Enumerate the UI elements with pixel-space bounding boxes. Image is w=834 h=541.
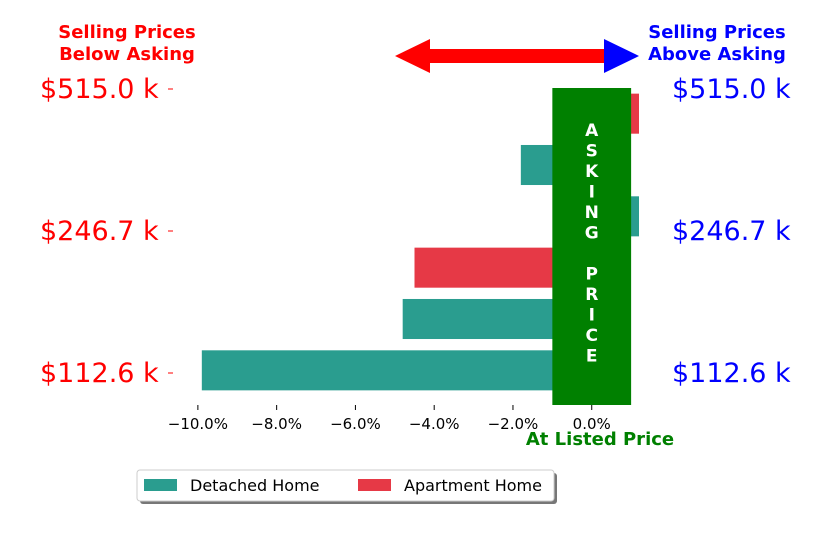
arrow-left-shaft <box>428 49 608 63</box>
asking-band-letter: S <box>586 142 598 162</box>
price-label-left: $112.6 k <box>40 358 159 389</box>
x-tick-label: −6.0% <box>330 415 381 433</box>
price-label-left: $515.0 k <box>40 74 159 105</box>
asking-band-letter: E <box>586 347 598 367</box>
asking-band-letter: P <box>586 265 598 285</box>
price-label-right: $246.7 k <box>672 216 791 247</box>
left-title-line1: Selling Prices <box>58 22 195 43</box>
asking-band-letter: K <box>585 162 599 182</box>
right-title-line2: Above Asking <box>648 44 786 65</box>
asking-band-letter: C <box>585 326 597 346</box>
asking-band-letter: R <box>585 285 598 305</box>
direction-arrow <box>395 39 639 73</box>
asking-band-letter: N <box>585 203 599 223</box>
x-tick-label: −2.0% <box>488 415 539 433</box>
asking-band-letter: I <box>589 183 595 203</box>
arrow-left-head <box>395 39 430 73</box>
x-tick-label: −4.0% <box>409 415 460 433</box>
legend-swatch-detached <box>144 479 177 491</box>
right-title-line1: Selling Prices <box>648 22 785 43</box>
arrow-right-head <box>604 39 639 73</box>
legend-label-detached: Detached Home <box>190 476 320 495</box>
x-tick-label: −10.0% <box>168 415 228 433</box>
asking-band-letter: I <box>589 306 595 326</box>
x-tick-label: 0.0% <box>573 415 611 433</box>
legend-swatch-apartment <box>358 479 391 491</box>
price-labels: $112.6 k $112.6 k $246.7 k $246.7 k $515.0 k… <box>40 74 791 389</box>
legend: Detached Home Apartment Home <box>136 469 557 504</box>
asking-band-rect <box>552 88 632 405</box>
legend-label-apartment: Apartment Home <box>404 476 542 495</box>
x-tick-label: −8.0% <box>251 415 302 433</box>
price-label-right: $515.0 k <box>672 74 791 105</box>
left-title-line2: Below Asking <box>59 44 195 65</box>
price-label-left: $246.7 k <box>40 216 159 247</box>
legend-box <box>136 469 555 502</box>
bar-detached-0 <box>201 350 592 391</box>
price-label-right: $112.6 k <box>672 358 791 389</box>
asking-band-letter: G <box>585 224 599 244</box>
x-axis-label: At Listed Price <box>526 429 674 450</box>
x-axis: −10.0% −8.0% −6.0% −4.0% −2.0% 0.0% <box>168 405 611 433</box>
asking-band-letter: A <box>585 121 599 141</box>
